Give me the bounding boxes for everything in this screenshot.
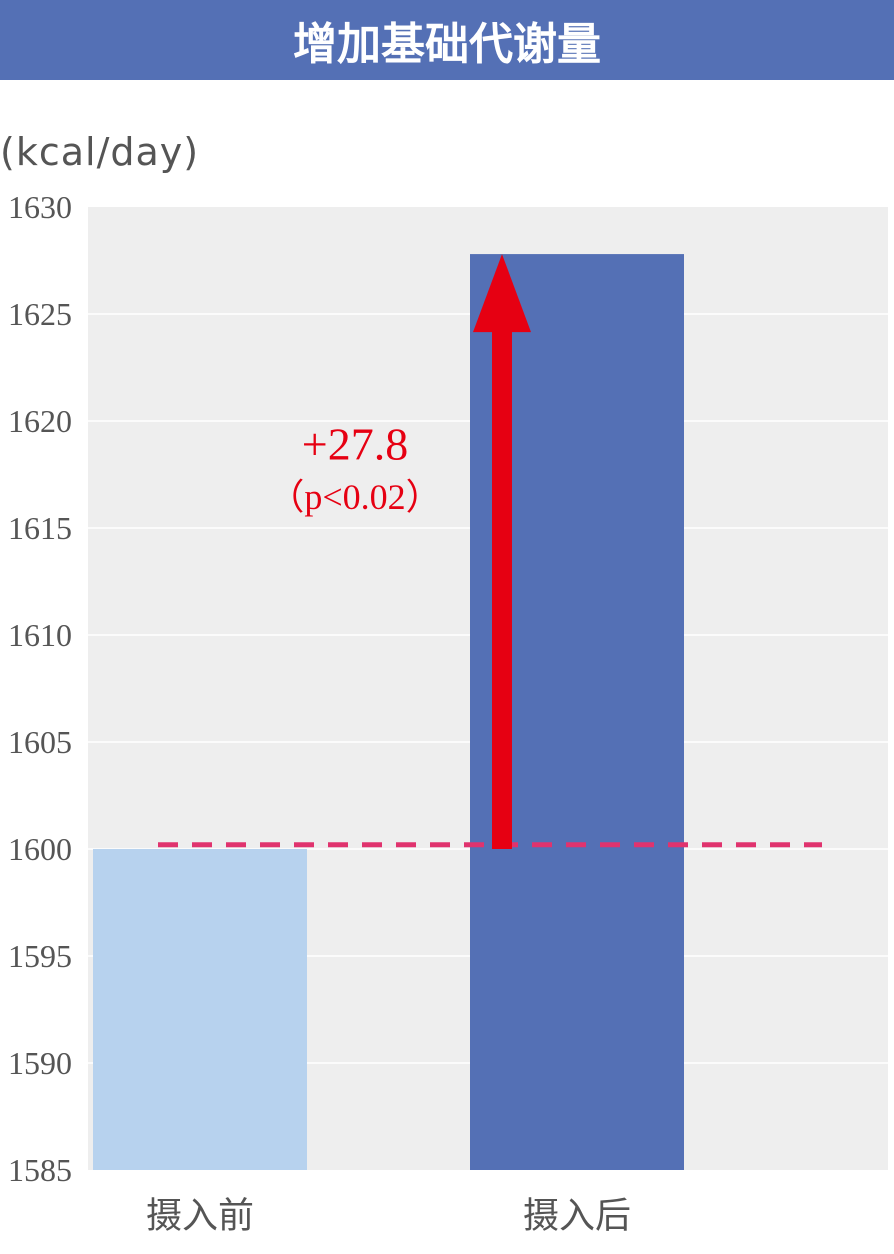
x-category-label: 摄入后: [523, 1196, 631, 1237]
y-tick-label: 1600: [8, 831, 72, 867]
y-tick-label: 1585: [8, 1152, 72, 1188]
y-axis-unit-label: (kcal/day): [0, 130, 200, 174]
p-value-label: （p<0.02）: [268, 477, 441, 517]
x-category-label: 摄入前: [146, 1196, 254, 1237]
x-axis-categories: 摄入前 摄入后: [146, 1196, 631, 1237]
y-tick-label: 1605: [8, 724, 72, 760]
arrow-head: [473, 254, 531, 333]
arrow-shaft: [492, 330, 512, 850]
increase-arrow-group: [473, 254, 531, 850]
y-tick-label: 1620: [8, 403, 72, 439]
y-tick-label: 1595: [8, 938, 72, 974]
annotation-group: +27.8 （p<0.02）: [268, 419, 441, 518]
y-tick-label: 1615: [8, 510, 72, 546]
chart-title: 增加基础代谢量: [0, 0, 894, 80]
y-tick-label: 1625: [8, 296, 72, 332]
bar-before: [93, 849, 307, 1170]
y-axis-ticks: 1630 1625 1620 1615 1610 1605 1600 1595 1590 1585: [8, 189, 72, 1188]
y-tick-label: 1610: [8, 617, 72, 653]
y-tick-label: 1630: [8, 189, 72, 225]
y-tick-label: 1590: [8, 1045, 72, 1081]
increase-value-label: +27.8: [302, 419, 408, 470]
